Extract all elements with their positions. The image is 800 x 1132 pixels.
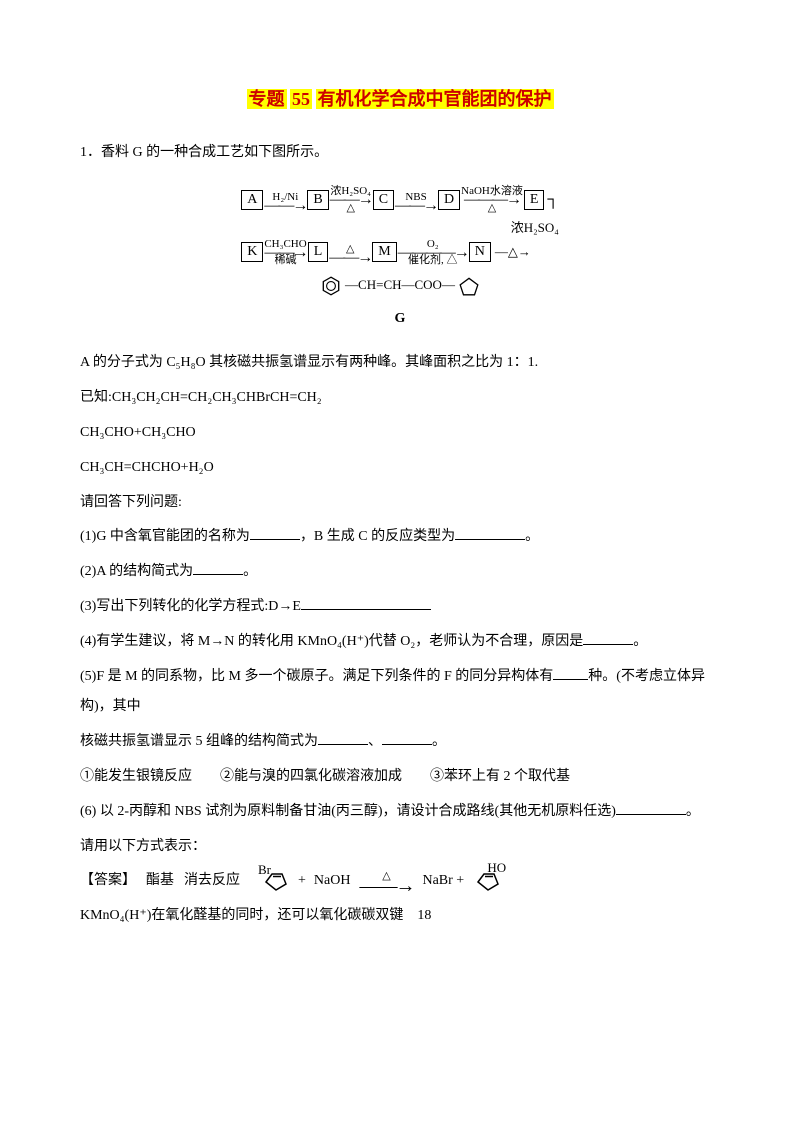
blank-2 [193, 561, 243, 575]
product-label: G [395, 311, 406, 326]
vert-connector-1: ┐ [547, 182, 558, 217]
question-7: 请用以下方式表示： [80, 832, 720, 863]
arrow-3: NBS ——→ [395, 192, 437, 208]
product-row: —CH=CH—COO— [241, 271, 559, 302]
box-c: C [373, 190, 394, 210]
product-1: HO [472, 866, 502, 897]
blank-5c [382, 731, 432, 745]
box-n: N [469, 242, 491, 262]
box-e: E [524, 190, 545, 210]
title-prefix: 专题 [247, 89, 287, 109]
question-5b: 核磁共振氢谱显示 5 组峰的结构简式为、。 [80, 727, 720, 758]
arrow-delta: —△→ [495, 238, 531, 267]
diagram-row-2: K CH₃CHO ——→ 稀碱 L △ ——→ M O₂ ————→ 催化剂, … [241, 238, 559, 267]
blank-1b [455, 526, 525, 540]
answer-label: 【答案】 [80, 866, 136, 897]
question-1: (1)G 中含氧官能团的名称为，B 生成 C 的反应类型为。 [80, 522, 720, 553]
arrow-6: △ ——→ [329, 244, 371, 260]
naoh-label: NaOH [314, 866, 351, 897]
product-label-row: G [241, 304, 559, 335]
arrow-2: 浓H₂SO₄ ——→ △ [330, 186, 372, 213]
arrow-5: CH₃CHO ——→ 稀碱 [264, 239, 306, 266]
cyclopentene-icon [458, 275, 480, 297]
blank-1a [250, 526, 300, 540]
question-4: (4)有学生建议，将 M→N 的转化用 KMnO₄(H⁺)代替 O₂，老师认为不… [80, 627, 720, 658]
blank-4 [583, 631, 633, 645]
synthesis-diagram: A H₂/Ni ——→ B 浓H₂SO₄ ——→ △ C NBS ——→ D N… [80, 182, 720, 334]
reaction-equation: Br + NaOH △ ——→ NaBr + HO [260, 866, 502, 897]
question-5-opts: ①能发生银镜反应 ②能与溴的四氯化碳溶液加成 ③苯环上有 2 个取代基 [80, 762, 720, 793]
answer-3: KMnO₄(H⁺)在氧化醛基的同时，还可以氧化碳碳双键 18 [80, 901, 720, 932]
box-m: M [372, 242, 396, 262]
blank-5a [553, 666, 588, 680]
blank-6 [616, 801, 686, 815]
arrow-7: O₂ ————→ 催化剂, △ [398, 239, 468, 266]
reactant-1: Br [260, 866, 290, 897]
arrow-1: H₂/Ni ——→ [264, 192, 306, 208]
line-1: A 的分子式为 C₅H₈O 其核磁共振氢谱显示有两种峰。其峰面积之比为 1：1. [80, 348, 720, 379]
benzene-icon [320, 275, 342, 297]
title-num: 55 [290, 89, 312, 109]
arrow-4: NaOH水溶液 ———→ △ [461, 186, 523, 213]
question-6: (6) 以 2-丙醇和 NBS 试剂为原料制备甘油(丙三醇)，请设计合成路线(其… [80, 797, 720, 828]
blank-5b [318, 731, 368, 745]
reaction-arrow: △ ——→ [359, 871, 413, 893]
box-b: B [307, 190, 328, 210]
answer-2: 消去反应 [184, 866, 240, 897]
question-3: (3)写出下列转化的化学方程式:D→E [80, 592, 720, 623]
nabr-label: NaBr + [422, 866, 464, 897]
product-chain: —CH=CH—COO— [345, 277, 455, 292]
line-3: CH₃CHO+CH₃CHO [80, 418, 720, 449]
line-5: 请回答下列问题: [80, 488, 720, 519]
box-d: D [438, 190, 460, 210]
question-2: (2)A 的结构简式为。 [80, 557, 720, 588]
answer-1: 酯基 [146, 866, 174, 897]
question-intro: 1．香料 G 的一种合成工艺如下图所示。 [80, 138, 720, 169]
page-title: 专题 55 有机化学合成中官能团的保护 [80, 80, 720, 120]
diagram-row-1: A H₂/Ni ——→ B 浓H₂SO₄ ——→ △ C NBS ——→ D N… [241, 182, 559, 217]
box-l: L [308, 242, 329, 262]
question-5a: (5)F 是 M 的同系物，比 M 多一个碳原子。满足下列条件的 F 的同分异构… [80, 662, 720, 724]
line-2: 已知:CH₃CH₂CH=CH₂CH₃CHBrCH=CH₂ [80, 383, 720, 414]
blank-3 [301, 596, 431, 610]
line-4: CH₃CH=CHCHO+H₂O [80, 453, 720, 484]
title-text: 有机化学合成中官能团的保护 [316, 89, 554, 109]
answer-row: 【答案】 酯基 消去反应 Br + NaOH △ ——→ NaBr + HO [80, 866, 720, 897]
box-k: K [241, 242, 263, 262]
box-a: A [241, 190, 263, 210]
